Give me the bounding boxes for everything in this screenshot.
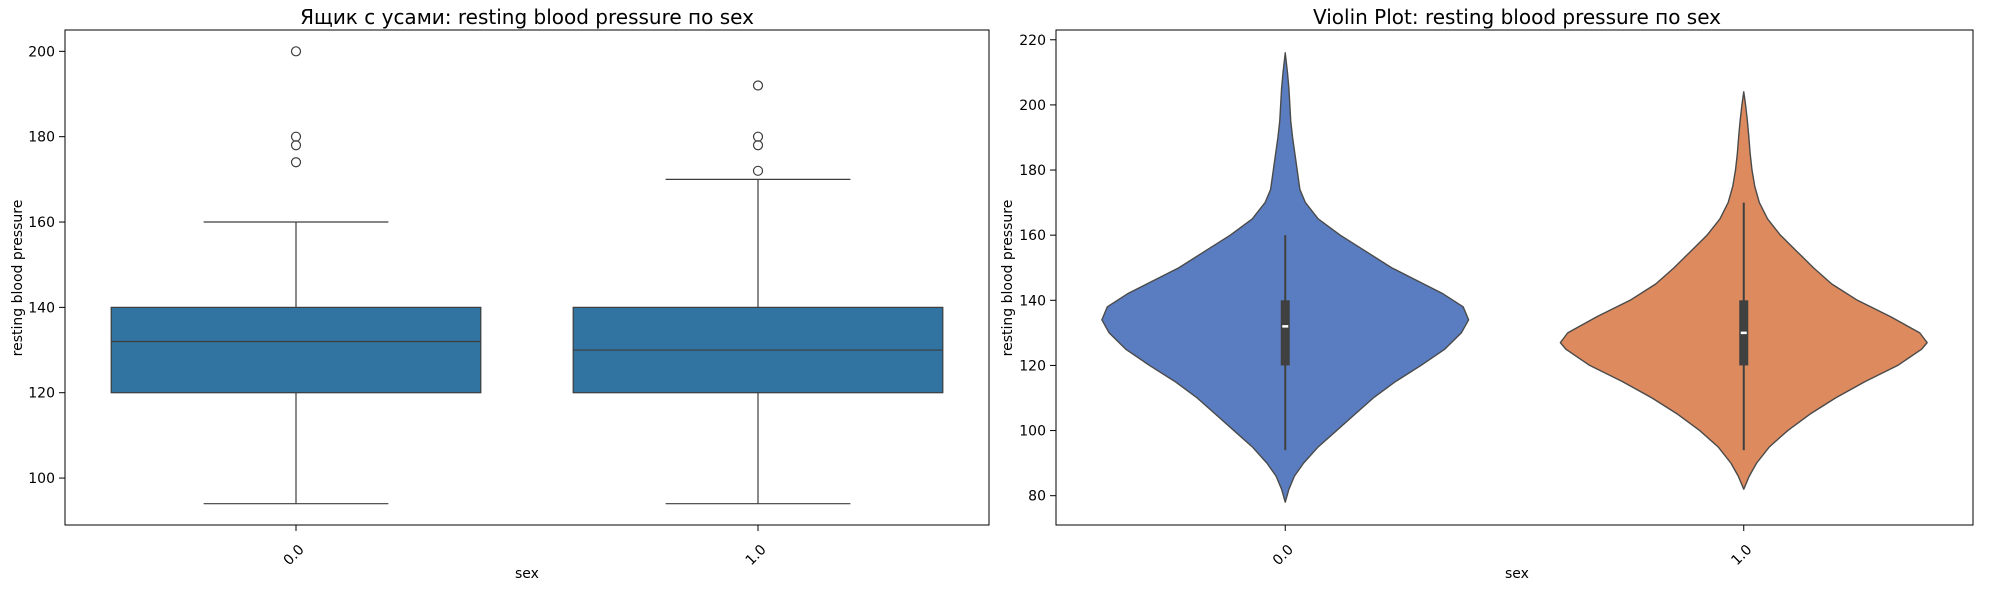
box-plot-x-axis-label: sex bbox=[515, 566, 539, 582]
y-tick-label: 120 bbox=[1019, 358, 1046, 374]
x-tick-label: 1.0 bbox=[1728, 542, 1755, 569]
box-outlier-point bbox=[752, 131, 764, 142]
box-plot-chart: Ящик с усами: resting blood pressure по … bbox=[10, 5, 990, 582]
box-outlier-point bbox=[290, 157, 302, 168]
y-tick-label: 200 bbox=[1019, 98, 1046, 114]
box-iqr bbox=[110, 306, 482, 394]
box-plot-title: Ящик с усами: resting blood pressure по … bbox=[300, 5, 754, 29]
box-outlier-point bbox=[290, 131, 302, 142]
y-tick-label: 80 bbox=[1028, 489, 1046, 505]
violin-plot-y-axis-label: resting blood pressure bbox=[1000, 200, 1016, 357]
y-tick-label: 140 bbox=[1019, 293, 1046, 309]
box-outlier-point bbox=[752, 165, 764, 176]
x-tick-label: 0.0 bbox=[281, 542, 308, 569]
x-tick-label: 1.0 bbox=[743, 542, 770, 569]
box-outlier-point bbox=[290, 140, 302, 151]
y-tick-label: 160 bbox=[28, 215, 55, 231]
violin-plot-axes-frame bbox=[1055, 29, 1974, 526]
y-tick-label: 120 bbox=[28, 386, 55, 402]
box-plot-axes-frame bbox=[64, 29, 990, 526]
y-tick-label: 100 bbox=[1019, 424, 1046, 440]
y-tick-label: 100 bbox=[28, 471, 55, 487]
y-tick-label: 220 bbox=[1019, 33, 1046, 49]
box-plot-panel: Ящик с усами: resting blood pressure по … bbox=[0, 0, 1000, 590]
y-tick-label: 200 bbox=[28, 44, 55, 60]
y-tick-label: 160 bbox=[1019, 228, 1046, 244]
violin-iqr-box bbox=[1280, 300, 1290, 366]
violin-plot-chart: Violin Plot: resting blood pressure по s… bbox=[1000, 5, 1974, 582]
violin-plot-panel: Violin Plot: resting blood pressure по s… bbox=[990, 0, 1989, 590]
violin-plot-title: Violin Plot: resting blood pressure по s… bbox=[1313, 5, 1721, 29]
box-plot-y-axis-label: resting blood pressure bbox=[10, 200, 26, 357]
x-tick-label: 0.0 bbox=[1270, 542, 1297, 569]
box-outlier-point bbox=[752, 80, 764, 91]
violin-plot-x-axis-label: sex bbox=[1505, 566, 1529, 582]
box-outlier-point bbox=[290, 46, 302, 57]
box-outlier-point bbox=[752, 140, 764, 151]
y-tick-label: 140 bbox=[28, 300, 55, 316]
y-tick-label: 180 bbox=[28, 130, 55, 146]
y-tick-label: 180 bbox=[1019, 163, 1046, 179]
